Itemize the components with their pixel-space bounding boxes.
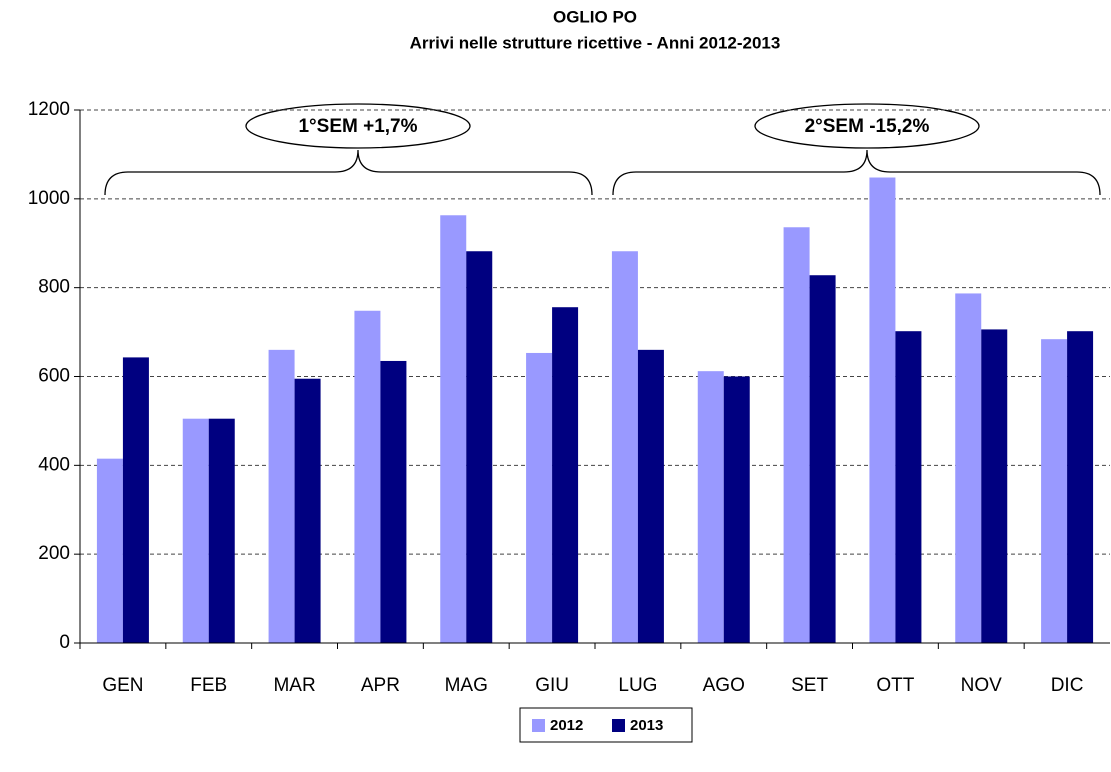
x-tick-label: MAR bbox=[273, 675, 315, 696]
bar bbox=[981, 329, 1008, 643]
y-tick-label: 200 bbox=[38, 543, 70, 564]
brace bbox=[612, 149, 1101, 196]
bar bbox=[783, 227, 810, 643]
annotation-shapes bbox=[104, 103, 1101, 196]
bar bbox=[895, 331, 922, 643]
legend-label: 2013 bbox=[630, 717, 663, 734]
annotation: 2°SEM -15,2% bbox=[805, 116, 930, 137]
legend-swatch bbox=[612, 719, 625, 732]
bar bbox=[869, 177, 896, 643]
y-tick-label: 1200 bbox=[28, 99, 70, 120]
annotation-ellipse bbox=[245, 103, 471, 149]
bar bbox=[552, 307, 579, 643]
x-tick-label: LUG bbox=[618, 675, 657, 696]
legend-label: 2012 bbox=[550, 717, 583, 734]
y-tick-label: 800 bbox=[38, 277, 70, 298]
y-tick-label: 400 bbox=[38, 454, 70, 475]
chart-subtitle: Arrivi nelle strutture ricettive - Anni … bbox=[410, 33, 781, 52]
annotation: 1°SEM +1,7% bbox=[298, 116, 417, 137]
legend-box bbox=[519, 707, 693, 743]
chart-title: OGLIO PO bbox=[553, 7, 637, 26]
x-tick-label: FEB bbox=[190, 675, 227, 696]
x-tick-label: MAG bbox=[445, 675, 488, 696]
x-tick-label: DIC bbox=[1051, 675, 1084, 696]
brace bbox=[104, 149, 593, 196]
x-tick-label: NOV bbox=[961, 675, 1003, 696]
bar bbox=[380, 360, 407, 643]
bar bbox=[466, 251, 493, 643]
x-tick-label: GIU bbox=[535, 675, 569, 696]
bar bbox=[122, 357, 149, 643]
bar bbox=[526, 352, 553, 643]
bar bbox=[440, 215, 467, 643]
x-tick-label: AGO bbox=[703, 675, 745, 696]
annotation-ellipse bbox=[754, 103, 980, 149]
x-tick-label: OTT bbox=[876, 675, 914, 696]
y-tick-label: 0 bbox=[59, 632, 70, 653]
bar bbox=[809, 275, 836, 643]
x-tick-label: GEN bbox=[102, 675, 143, 696]
x-tick-label: SET bbox=[791, 675, 828, 696]
bar bbox=[723, 376, 750, 643]
bar bbox=[1067, 331, 1094, 643]
bar bbox=[208, 418, 235, 643]
bar bbox=[697, 371, 724, 643]
y-tick-label: 1000 bbox=[28, 188, 70, 209]
y-tick-label: 600 bbox=[38, 366, 70, 387]
bar bbox=[1041, 339, 1068, 643]
bar bbox=[637, 349, 664, 643]
x-tick-label: APR bbox=[361, 675, 400, 696]
bar bbox=[268, 349, 295, 643]
bar bbox=[182, 418, 209, 643]
legend-swatch bbox=[532, 719, 545, 732]
bar bbox=[955, 293, 982, 643]
bar bbox=[96, 458, 123, 643]
bar bbox=[354, 310, 381, 643]
bar bbox=[294, 378, 321, 643]
bar bbox=[611, 251, 638, 643]
